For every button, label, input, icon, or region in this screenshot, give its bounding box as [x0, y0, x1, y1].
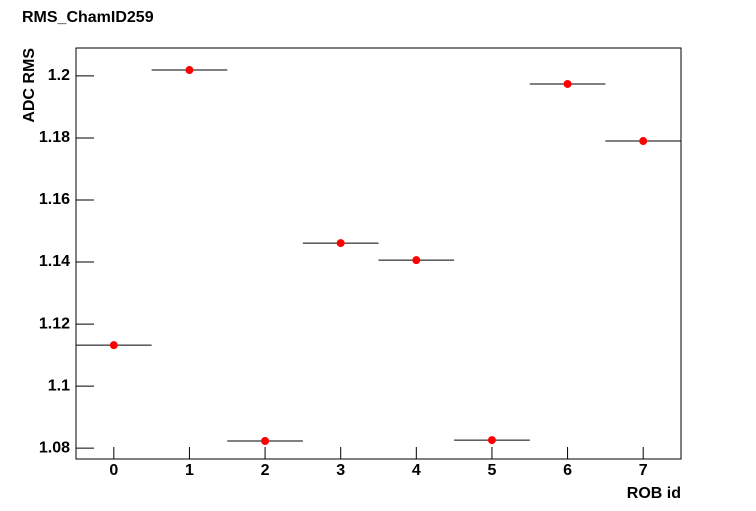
y-tick-label: 1.12 — [39, 315, 70, 332]
x-tick-label: 6 — [563, 462, 572, 479]
x-tick-label: 3 — [336, 462, 345, 479]
y-tick-label: 1.18 — [39, 129, 70, 146]
y-tick-label: 1.2 — [48, 67, 70, 84]
x-tick-label: 5 — [487, 462, 496, 479]
point — [261, 437, 270, 446]
point — [109, 341, 118, 350]
x-tick-label: 1 — [185, 462, 194, 479]
point — [487, 436, 496, 445]
plot-frame — [75, 47, 682, 460]
x-tick-label: 0 — [109, 462, 118, 479]
x-tick-label: 7 — [639, 462, 648, 479]
point — [412, 256, 421, 265]
chart-title: RMS_ChamID259 — [22, 9, 154, 26]
x-tick-label: 2 — [261, 462, 270, 479]
y-tick-label: 1.08 — [39, 439, 70, 456]
point — [336, 239, 345, 248]
point — [563, 79, 572, 88]
y-tick-label: 1.16 — [39, 191, 70, 208]
point — [639, 137, 648, 146]
x-tick-label: 4 — [412, 462, 421, 479]
y-axis-label: ADC RMS — [21, 48, 38, 123]
x-axis-label: ROB id — [627, 485, 681, 502]
point — [185, 66, 194, 75]
y-tick-label: 1.1 — [48, 377, 70, 394]
y-tick-label: 1.14 — [39, 253, 70, 270]
